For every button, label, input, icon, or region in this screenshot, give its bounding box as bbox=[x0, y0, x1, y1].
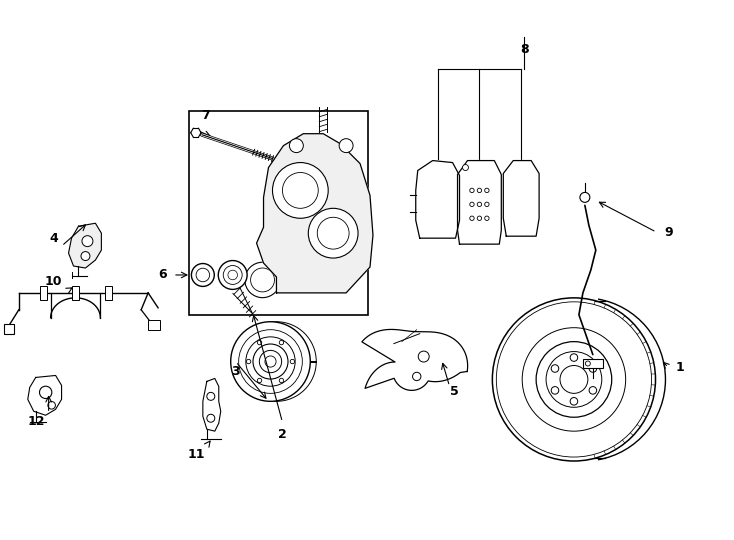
Circle shape bbox=[230, 322, 310, 401]
Circle shape bbox=[462, 165, 468, 171]
Circle shape bbox=[48, 402, 55, 409]
Text: 8: 8 bbox=[520, 43, 528, 56]
Bar bbox=[189, 111, 368, 315]
Circle shape bbox=[279, 379, 283, 383]
Polygon shape bbox=[415, 160, 459, 238]
Polygon shape bbox=[68, 223, 101, 268]
Circle shape bbox=[586, 361, 590, 366]
Circle shape bbox=[580, 192, 590, 202]
Circle shape bbox=[283, 172, 319, 208]
Circle shape bbox=[551, 387, 559, 394]
Circle shape bbox=[192, 264, 214, 286]
Circle shape bbox=[247, 359, 251, 364]
Circle shape bbox=[493, 298, 655, 461]
Circle shape bbox=[413, 372, 421, 381]
Text: 10: 10 bbox=[45, 275, 62, 288]
Circle shape bbox=[484, 188, 489, 193]
Polygon shape bbox=[504, 160, 539, 236]
Circle shape bbox=[81, 252, 90, 260]
Circle shape bbox=[418, 351, 429, 362]
Circle shape bbox=[477, 216, 482, 220]
Text: 6: 6 bbox=[159, 268, 167, 281]
Circle shape bbox=[253, 344, 288, 379]
Circle shape bbox=[218, 260, 247, 289]
Bar bbox=[148, 320, 160, 330]
Circle shape bbox=[40, 386, 52, 399]
Circle shape bbox=[265, 356, 276, 367]
Circle shape bbox=[477, 202, 482, 206]
Circle shape bbox=[536, 342, 611, 417]
Text: 2: 2 bbox=[278, 428, 287, 441]
Bar bbox=[72, 286, 79, 300]
Text: 7: 7 bbox=[201, 109, 210, 122]
Circle shape bbox=[308, 208, 358, 258]
Circle shape bbox=[589, 387, 597, 394]
Circle shape bbox=[470, 216, 474, 220]
Circle shape bbox=[236, 322, 316, 401]
Circle shape bbox=[289, 139, 303, 153]
Text: 9: 9 bbox=[664, 226, 673, 239]
Circle shape bbox=[317, 217, 349, 249]
Text: 1: 1 bbox=[676, 361, 685, 374]
Circle shape bbox=[223, 266, 242, 285]
Polygon shape bbox=[257, 134, 373, 293]
Circle shape bbox=[589, 364, 597, 372]
Circle shape bbox=[496, 302, 652, 457]
Circle shape bbox=[250, 268, 275, 292]
Circle shape bbox=[551, 364, 559, 372]
Circle shape bbox=[339, 139, 353, 153]
Circle shape bbox=[484, 202, 489, 206]
Circle shape bbox=[258, 379, 262, 383]
Bar bbox=[40, 286, 47, 300]
Circle shape bbox=[272, 163, 328, 218]
Circle shape bbox=[470, 188, 474, 193]
Circle shape bbox=[239, 330, 302, 393]
Circle shape bbox=[207, 414, 215, 422]
Circle shape bbox=[522, 328, 625, 431]
Polygon shape bbox=[362, 329, 468, 390]
Bar bbox=[4, 323, 14, 334]
Circle shape bbox=[290, 359, 294, 364]
Bar bbox=[105, 286, 112, 300]
Circle shape bbox=[196, 268, 210, 282]
Circle shape bbox=[560, 366, 588, 393]
Bar bbox=[583, 359, 603, 368]
Circle shape bbox=[258, 340, 262, 345]
Circle shape bbox=[279, 340, 283, 345]
Polygon shape bbox=[203, 379, 221, 431]
Circle shape bbox=[259, 350, 282, 373]
Text: 4: 4 bbox=[49, 232, 58, 245]
Polygon shape bbox=[457, 160, 501, 244]
Text: 3: 3 bbox=[231, 365, 240, 378]
Circle shape bbox=[228, 270, 238, 280]
Text: 11: 11 bbox=[187, 448, 205, 461]
Circle shape bbox=[570, 397, 578, 405]
Circle shape bbox=[570, 354, 578, 361]
Text: 5: 5 bbox=[450, 385, 459, 398]
Circle shape bbox=[246, 337, 295, 386]
Circle shape bbox=[207, 393, 215, 400]
Circle shape bbox=[546, 352, 602, 407]
Circle shape bbox=[82, 235, 93, 247]
Polygon shape bbox=[28, 375, 62, 415]
Circle shape bbox=[477, 188, 482, 193]
Circle shape bbox=[484, 216, 489, 220]
Circle shape bbox=[245, 262, 280, 298]
Circle shape bbox=[470, 202, 474, 206]
Text: 12: 12 bbox=[28, 415, 46, 428]
